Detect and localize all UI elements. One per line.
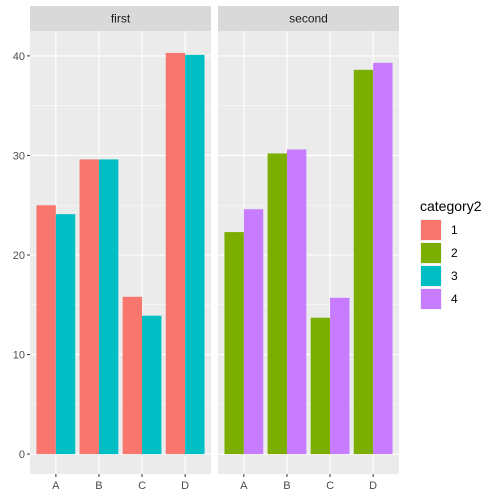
legend-key bbox=[421, 289, 441, 309]
x-tick-label: D bbox=[181, 480, 189, 492]
x-tick-label: D bbox=[369, 480, 377, 492]
x-tick-label: A bbox=[52, 480, 60, 492]
bar bbox=[55, 214, 76, 455]
bar bbox=[36, 205, 56, 455]
facet-strip-label: second bbox=[289, 12, 328, 26]
legend-label: 1 bbox=[451, 223, 458, 237]
x-tick-label: A bbox=[240, 480, 248, 492]
facet-strip bbox=[30, 6, 211, 31]
y-tick-label: 10 bbox=[13, 350, 25, 362]
x-tick-label: C bbox=[138, 480, 146, 492]
x-tick-label: C bbox=[326, 480, 334, 492]
bar bbox=[330, 297, 350, 455]
bar bbox=[122, 296, 143, 455]
y-tick-label: 40 bbox=[13, 51, 25, 63]
bar bbox=[286, 149, 307, 455]
legend-key bbox=[421, 243, 441, 263]
legend-key bbox=[421, 266, 441, 286]
y-tick-label: 20 bbox=[13, 250, 25, 262]
legend-key bbox=[421, 220, 441, 240]
facet-strip bbox=[218, 6, 399, 31]
bar bbox=[224, 232, 244, 455]
bar bbox=[98, 159, 119, 455]
legend-title: category2 bbox=[420, 198, 482, 214]
x-tick-label: B bbox=[95, 480, 102, 492]
bar bbox=[310, 317, 331, 455]
legend-label: 3 bbox=[451, 269, 458, 283]
legend-label: 4 bbox=[451, 292, 458, 306]
bar bbox=[243, 209, 264, 455]
facet-strip-label: first bbox=[111, 12, 131, 26]
y-tick-label: 0 bbox=[19, 449, 25, 461]
bar bbox=[185, 54, 205, 455]
bar bbox=[142, 315, 162, 455]
bar bbox=[267, 153, 287, 455]
bar bbox=[165, 52, 186, 455]
x-tick-label: B bbox=[283, 480, 290, 492]
bar bbox=[373, 62, 393, 455]
bar bbox=[79, 159, 99, 455]
bar bbox=[353, 69, 374, 455]
legend-label: 2 bbox=[451, 246, 458, 260]
y-tick-label: 30 bbox=[13, 150, 25, 162]
